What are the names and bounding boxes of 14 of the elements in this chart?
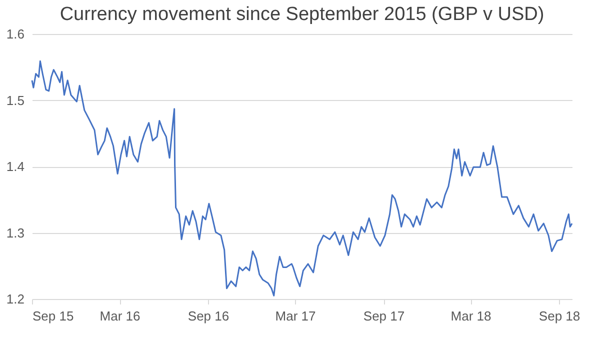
x-tick-label: Sep 18	[538, 308, 580, 324]
line-series	[31, 60, 573, 296]
x-tick-label: Sep 15	[32, 308, 74, 324]
y-tick-label: 1.5	[6, 92, 24, 108]
chart-title: Currency movement since September 2015 (GBP v USD)	[60, 4, 544, 25]
x-tick-label: Sep 17	[363, 308, 405, 324]
x-tick-label: Mar 18	[450, 308, 492, 324]
x-tick-label: Mar 16	[100, 308, 140, 324]
y-tick-label: 1.3	[6, 225, 24, 240]
x-tick-label: Sep 16	[188, 308, 230, 324]
x-tick-label: Mar 17	[275, 308, 316, 324]
y-tick-label: 1.4	[6, 159, 24, 174]
y-tick-label: 1.6	[6, 26, 24, 42]
y-tick-label: 1.2	[6, 292, 24, 306]
